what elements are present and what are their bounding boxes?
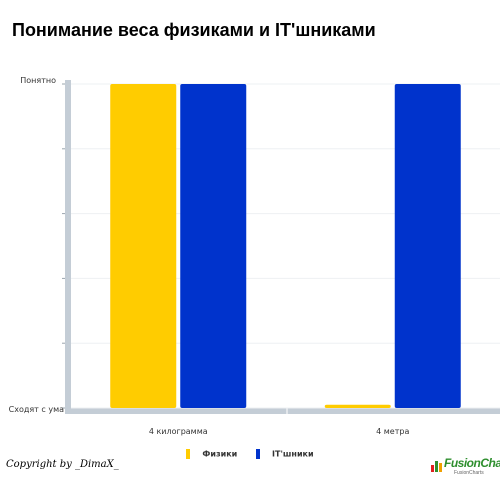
logo-text: FusionCharts <box>444 456 500 470</box>
bars-group <box>110 84 461 408</box>
legend-label-fiziki: Физики <box>202 449 238 459</box>
bar-fiziki-0[interactable] <box>110 84 177 408</box>
legend: Физики IT'шники <box>0 449 500 459</box>
fusioncharts-logo: FusionCharts FusionCharts <box>430 454 500 478</box>
bar-fiziki-1[interactable] <box>324 404 391 408</box>
category-labels: 4 килограмма 4 метра <box>149 427 410 436</box>
category-label: 4 килограмма <box>149 427 208 436</box>
y-tick-label-bottom: Сходят с ума <box>9 405 64 414</box>
x-axis-line <box>65 408 500 414</box>
legend-swatch-fiziki <box>186 449 191 459</box>
bar-itshniki-0[interactable] <box>180 84 247 408</box>
y-tick-label-top: Понятно <box>20 76 56 85</box>
chart-title: Понимание веса физиками и IT'шниками <box>12 20 376 40</box>
logo-bars-icon <box>431 461 442 472</box>
logo-subtext: FusionCharts <box>454 470 484 476</box>
category-label: 4 метра <box>376 427 409 436</box>
legend-label-itshniki: IT'шники <box>272 449 314 459</box>
legend-swatch-itshniki <box>256 449 261 459</box>
copyright-text: Copyright by _DimaX_ <box>6 459 119 470</box>
y-axis-line <box>65 80 71 414</box>
bar-itshniki-1[interactable] <box>394 84 461 408</box>
legend-item-itshniki: IT'шники <box>256 449 314 459</box>
legend-item-fiziki: Физики <box>186 449 237 459</box>
